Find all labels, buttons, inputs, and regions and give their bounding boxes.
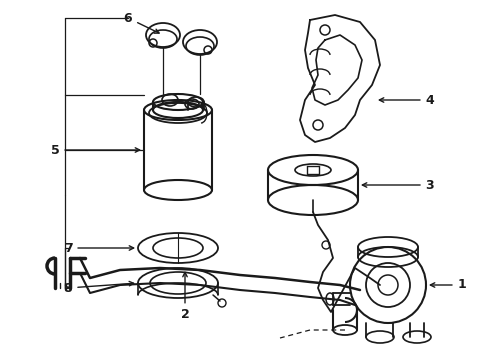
Text: 8: 8 [64,282,134,294]
Text: 3: 3 [362,179,434,192]
Text: 6: 6 [123,12,159,33]
Text: 7: 7 [64,242,134,255]
Text: 1: 1 [430,279,466,292]
Text: 2: 2 [181,272,189,321]
Text: 5: 5 [50,144,140,157]
Text: 4: 4 [379,94,434,107]
